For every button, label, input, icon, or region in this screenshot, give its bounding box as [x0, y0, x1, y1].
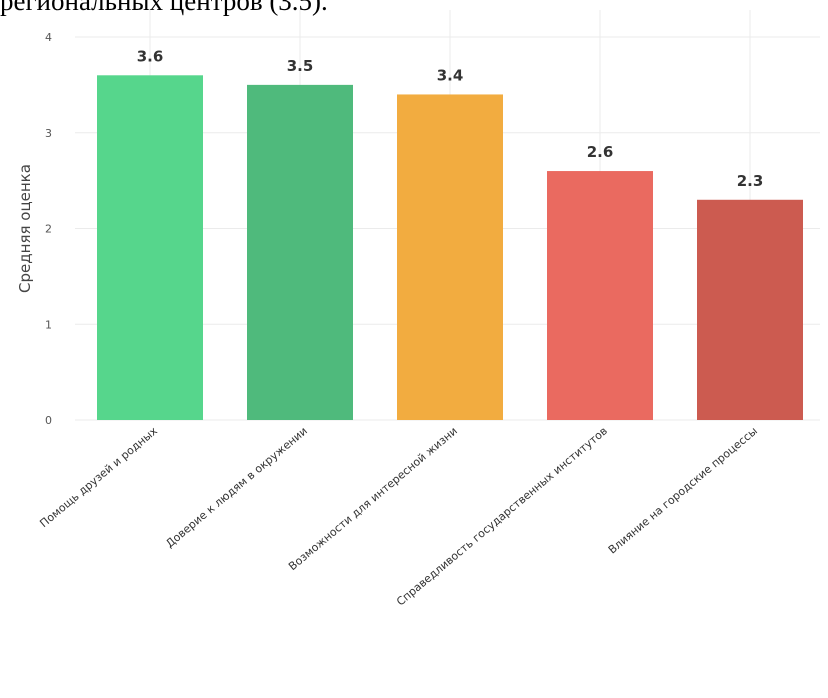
value-label: 2.3	[737, 172, 764, 190]
caption-text: региональных центров (3.5).	[0, 0, 328, 16]
category-label: Возможности для интересной жизни	[286, 424, 460, 573]
category-labels: Помощь друзей и родных Доверие к людям в …	[37, 424, 760, 608]
category-label: Влияние на городские процессы	[606, 424, 760, 556]
value-label: 3.6	[137, 47, 164, 65]
category-label: Помощь друзей и родных	[37, 424, 160, 530]
bar	[547, 171, 653, 420]
y-tick-label: 2	[45, 223, 52, 236]
bar	[97, 75, 203, 421]
bar	[697, 199, 803, 420]
y-axis-label: Средняя оценка	[16, 164, 34, 293]
y-tick-label: 3	[45, 127, 52, 140]
y-axis-ticks: 0 1 2 3 4	[45, 31, 52, 427]
bars-group	[97, 75, 803, 421]
bar	[397, 94, 503, 420]
value-label: 3.5	[287, 57, 314, 75]
y-tick-label: 4	[45, 31, 52, 44]
y-tick-label: 0	[45, 414, 52, 427]
value-labels: 3.6 3.5 3.4 2.6 2.3	[137, 47, 764, 189]
value-label: 2.6	[587, 143, 614, 161]
value-label: 3.4	[437, 66, 464, 84]
bar	[247, 84, 353, 420]
y-tick-label: 1	[45, 318, 52, 331]
category-label: Доверие к людям в окружении	[163, 424, 310, 550]
